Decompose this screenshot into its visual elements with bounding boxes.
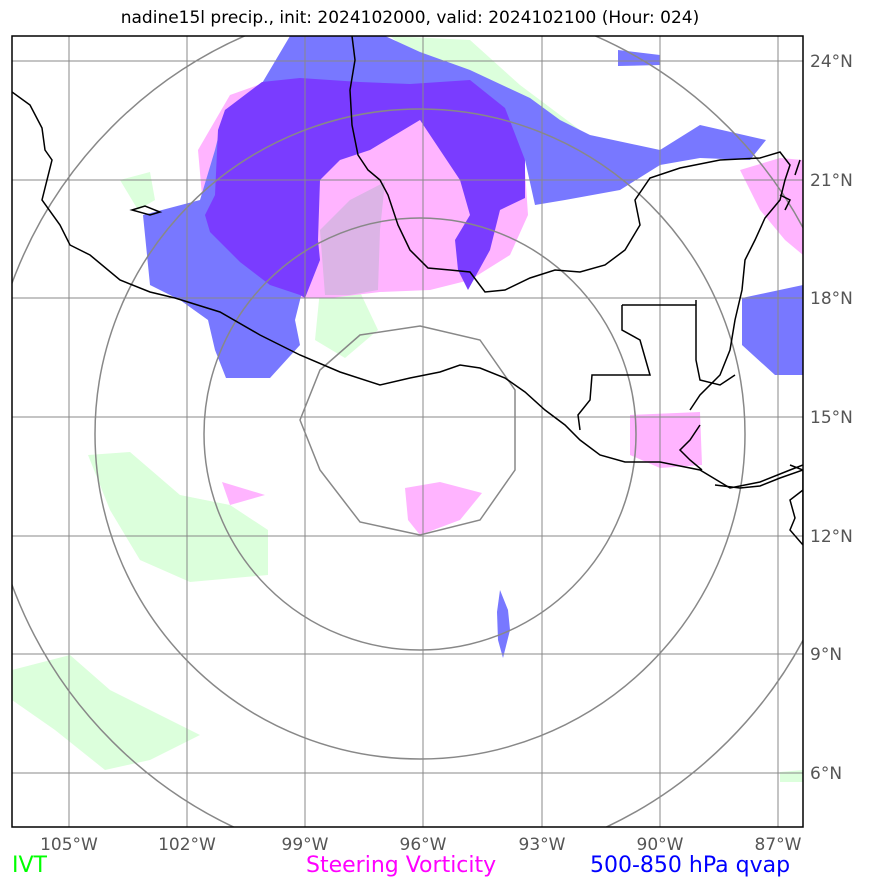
vorticity-area-east (740, 158, 803, 255)
lat-label: 15°N (810, 408, 853, 428)
legend-ivt: IVT (12, 853, 47, 878)
graticule (12, 36, 803, 827)
lat-label: 9°N (810, 645, 842, 665)
vorticity-area-guatemala (630, 412, 702, 468)
lon-label: 90°W (637, 835, 684, 855)
lat-label: 12°N (810, 527, 853, 547)
lat-label: 18°N (810, 289, 853, 309)
lat-label: 6°N (810, 764, 842, 784)
legend-steering-vorticity: Steering Vorticity (306, 853, 497, 878)
range-ring-2 (203, 217, 637, 651)
lon-label: 105°W (40, 835, 98, 855)
vorticity-area-small (222, 482, 265, 505)
legend-qvap: 500-850 hPa qvap (590, 853, 791, 878)
map-frame (11, 35, 804, 828)
lat-label: 24°N (810, 52, 853, 72)
lon-label: 102°W (158, 835, 216, 855)
range-ring-3 (94, 108, 746, 760)
lon-label: 93°W (519, 835, 566, 855)
ivt-area-west (120, 172, 155, 210)
ivt-area-southwest (12, 655, 200, 770)
lon-label: 96°W (400, 835, 447, 855)
lat-label: 21°N (810, 171, 853, 191)
coastlines (12, 36, 803, 547)
lat-labels: 24°N 21°N 18°N 15°N 12°N 9°N 6°N (810, 52, 853, 784)
vorticity-area-pacific (405, 482, 482, 535)
lon-label: 99°W (282, 835, 329, 855)
overlap-area-main (205, 78, 525, 298)
ivt-area-pacific (88, 452, 268, 582)
qvap-area-south (497, 590, 510, 658)
ivt-area-southeast (780, 770, 803, 782)
overlap-layer (205, 78, 525, 298)
lon-label: 87°W (755, 835, 802, 855)
lon-labels: 105°W 102°W 99°W 96°W 93°W 90°W 87°W (40, 835, 802, 855)
qvap-area-east (742, 285, 803, 375)
ivt-area-central (315, 290, 378, 358)
map-title: nadine15l precip., init: 2024102000, val… (120, 8, 700, 28)
mixed-area (320, 182, 385, 295)
